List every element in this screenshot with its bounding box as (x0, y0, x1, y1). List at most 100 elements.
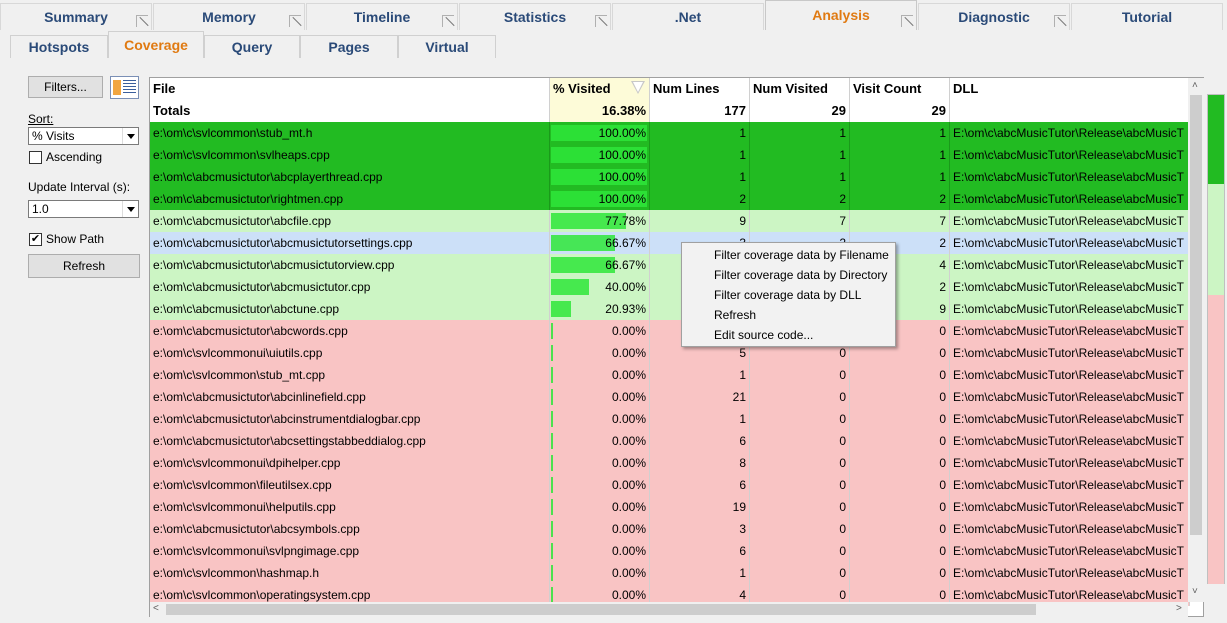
overview-segment (1208, 516, 1224, 539)
table-row[interactable]: e:\om\c\abcmusictutor\abcsymbols.cpp 0.00… (150, 518, 1190, 540)
filters-button[interactable]: Filters... (28, 76, 103, 98)
cell-lines: 1 (650, 562, 750, 584)
table-row[interactable]: e:\om\c\svlcommon\hashmap.h 0.00% 1 0 0 E:\om… (150, 562, 1190, 584)
column-header-visited[interactable]: % Visited (550, 78, 650, 100)
cell-count: 9 (850, 298, 950, 320)
cell-count: 0 (850, 496, 950, 518)
close-tab-icon[interactable] (901, 15, 913, 27)
refresh-button[interactable]: Refresh (28, 254, 140, 278)
context-menu-item[interactable]: Filter coverage data by Filename (714, 248, 889, 262)
table-row[interactable]: e:\om\c\svlcommonui\uiutils.cpp 0.00% 5 0 0 E… (150, 342, 1190, 364)
table-row[interactable]: e:\om\c\abcmusictutor\abcmusictutorsetti… (150, 232, 1190, 254)
visited-bar (551, 147, 647, 163)
tab-tutorial[interactable]: Tutorial (1071, 3, 1223, 30)
tab-net[interactable]: .Net (612, 3, 764, 30)
cell-file: e:\om\c\abcmusictutor\abcplayerthread.cp… (150, 166, 550, 188)
cell-lines: 9 (650, 210, 750, 232)
sort-select[interactable]: % Visits (28, 127, 139, 145)
cell-dll: E:\om\c\abcMusicTutor\Release\abcMusicT (950, 540, 1190, 562)
chevron-down-icon[interactable] (122, 201, 138, 217)
cell-visited: 0 (750, 540, 850, 562)
table-row[interactable]: e:\om\c\abcmusictutor\rightmen.cpp 100.00… (150, 188, 1190, 210)
scroll-right-icon[interactable]: > (1176, 603, 1182, 614)
tab-timeline[interactable]: Timeline (306, 3, 458, 30)
update-interval-select[interactable]: 1.0 (28, 200, 139, 218)
cell-count: 0 (850, 518, 950, 540)
column-header-visitcount[interactable]: Visit Count (850, 78, 950, 100)
table-row[interactable]: e:\om\c\abcmusictutor\abcplayerthread.cp… (150, 166, 1190, 188)
table-row[interactable]: e:\om\c\abcmusictutor\abcinlinefield.cpp… (150, 386, 1190, 408)
vertical-scroll-thumb[interactable] (1190, 95, 1202, 535)
tab-statistics[interactable]: Statistics (459, 3, 611, 30)
column-header-numlines[interactable]: Num Lines (650, 78, 750, 100)
column-header-file[interactable]: File (150, 78, 550, 100)
table-row[interactable]: e:\om\c\abcmusictutor\abcmusictutorview.… (150, 254, 1190, 276)
visited-bar (551, 279, 589, 295)
visited-percent: 40.00% (605, 280, 646, 294)
cell-count: 0 (850, 584, 950, 606)
update-interval-label: Update Interval (s): (28, 180, 131, 194)
context-menu-item[interactable]: Filter coverage data by Directory (714, 268, 888, 282)
table-row[interactable]: e:\om\c\abcmusictutor\abcsettingstabbedd… (150, 430, 1190, 452)
table-row[interactable]: e:\om\c\svlcommonui\dpihelper.cpp 0.00% 8 0… (150, 452, 1190, 474)
close-tab-icon[interactable] (289, 15, 301, 27)
subtab-hotspots[interactable]: Hotspots (10, 35, 108, 58)
subtab-coverage[interactable]: Coverage (108, 31, 204, 58)
cell-pct: 100.00% (550, 166, 650, 188)
overview-segment (1208, 295, 1224, 318)
tab-diagnostic[interactable]: Diagnostic (918, 3, 1070, 30)
column-layout-icon[interactable] (110, 76, 139, 99)
ascending-checkbox[interactable] (29, 151, 42, 164)
close-tab-icon[interactable] (442, 15, 454, 27)
table-row[interactable]: e:\om\c\svlcommonui\helputils.cpp 0.00% 19… (150, 496, 1190, 518)
show-path-checkbox[interactable]: ✔ (29, 233, 42, 246)
close-tab-icon[interactable] (595, 15, 607, 27)
context-menu-item[interactable]: Filter coverage data by DLL (714, 288, 862, 302)
tab-analysis[interactable]: Analysis (765, 0, 917, 30)
table-row[interactable]: e:\om\c\svlcommon\operatingsystem.cpp 0.0… (150, 584, 1190, 606)
subtab-pages[interactable]: Pages (300, 35, 398, 58)
scroll-up-icon[interactable]: ˄ (1192, 80, 1198, 91)
table-row[interactable]: e:\om\c\svlcommon\stub_mt.h 100.00% 1 1 1 E:\… (150, 122, 1190, 144)
overview-segment (1208, 272, 1224, 295)
vertical-scrollbar[interactable]: ˄ ˅ (1188, 78, 1204, 602)
table-row[interactable]: e:\om\c\abcmusictutor\abcmusictutor.cpp 4… (150, 276, 1190, 298)
table-row[interactable]: e:\om\c\svlcommon\stub_mt.cpp 0.00% 1 0 0 E:\… (150, 364, 1190, 386)
scroll-down-icon[interactable]: ˅ (1192, 586, 1198, 597)
column-header-dll[interactable]: DLL (950, 78, 1190, 100)
cell-pct: 0.00% (550, 342, 650, 364)
coverage-overview-strip[interactable] (1207, 94, 1225, 584)
scroll-left-icon[interactable]: < (153, 603, 159, 614)
table-row[interactable]: e:\om\c\svlcommonui\svlpngimage.cpp 0.00%… (150, 540, 1190, 562)
tab-memory[interactable]: Memory (153, 3, 305, 30)
chevron-down-icon[interactable] (122, 128, 138, 144)
visited-percent: 0.00% (611, 566, 646, 580)
cell-count: 7 (850, 210, 950, 232)
cell-dll: E:\om\c\abcMusicTutor\Release\abcMusicT (950, 562, 1190, 584)
context-menu-item[interactable]: Edit source code... (714, 328, 814, 342)
overview-segment (1208, 95, 1224, 118)
subtab-query[interactable]: Query (204, 35, 300, 58)
horizontal-scrollbar[interactable]: < > (150, 602, 1188, 617)
close-tab-icon[interactable] (1054, 15, 1066, 27)
table-row[interactable]: e:\om\c\abcmusictutor\abctune.cpp 20.93% 9… (150, 298, 1190, 320)
subtab-virtual[interactable]: Virtual (398, 35, 496, 58)
cell-file: e:\om\c\abcmusictutor\abcwords.cpp (150, 320, 550, 342)
table-row[interactable]: e:\om\c\abcmusictutor\abcwords.cpp 0.00% 0… (150, 320, 1190, 342)
visited-bar (551, 213, 626, 229)
cell-visited: 0 (750, 452, 850, 474)
visited-percent: 66.67% (605, 236, 646, 250)
overview-segment (1208, 494, 1224, 517)
cell-file: e:\om\c\svlcommon\fileutilsex.cpp (150, 474, 550, 496)
column-header-numvisited[interactable]: Num Visited (750, 78, 850, 100)
table-row[interactable]: e:\om\c\svlcommon\fileutilsex.cpp 0.00% 6 0… (150, 474, 1190, 496)
table-row[interactable]: e:\om\c\abcmusictutor\abcinstrumentdialo… (150, 408, 1190, 430)
close-tab-icon[interactable] (136, 15, 148, 27)
horizontal-scroll-thumb[interactable] (166, 604, 1036, 615)
table-row[interactable]: e:\om\c\abcmusictutor\abcfile.cpp 77.78% 9… (150, 210, 1190, 232)
table-row[interactable]: e:\om\c\svlcommon\svlheaps.cpp 100.00% 1 1 1… (150, 144, 1190, 166)
cell-dll: E:\om\c\abcMusicTutor\Release\abcMusicT (950, 342, 1190, 364)
tab-summary[interactable]: Summary (0, 3, 152, 30)
totals-lines: 177 (650, 100, 750, 122)
context-menu-item[interactable]: Refresh (714, 308, 757, 322)
